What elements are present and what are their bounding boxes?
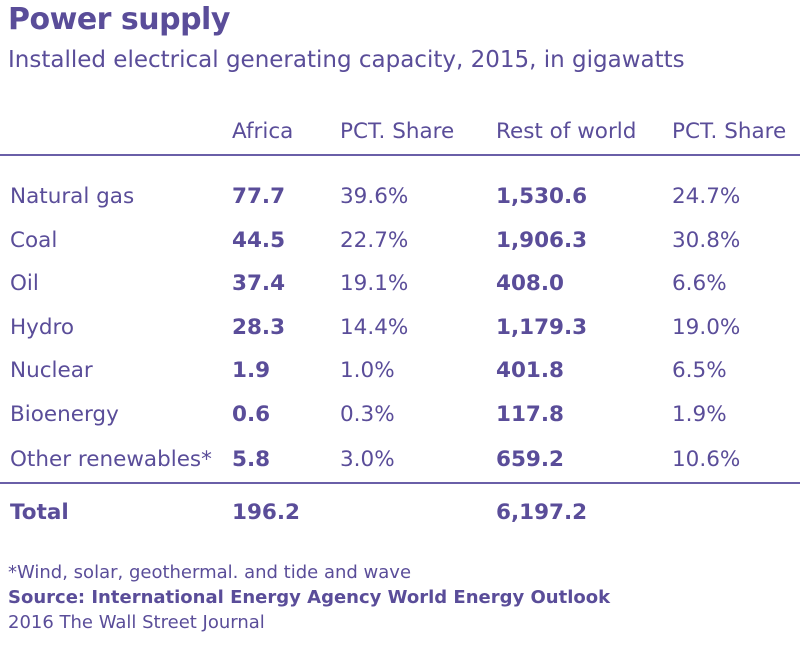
total-row: Total 196.2 6,197.2 — [0, 482, 800, 540]
cell-africa-pct: 1.0% — [340, 358, 395, 384]
cell-africa: 5.8 — [232, 446, 271, 472]
cell-rest-of-world: 408.0 — [496, 271, 565, 297]
cell-rest-pct: 1.9% — [672, 401, 727, 427]
cell-africa-pct: 14.4% — [340, 314, 409, 340]
cell-africa: 37.4 — [232, 271, 286, 297]
table-row: Natural gas 77.7 39.6% 1,530.6 24.7% — [0, 175, 800, 219]
cell-africa: 1.9 — [232, 358, 271, 384]
cell-source: Coal — [10, 227, 58, 253]
cell-rest-pct: 30.8% — [672, 227, 741, 253]
cell-rest-pct: 6.6% — [672, 271, 727, 297]
table-row: Oil 37.4 19.1% 408.0 6.6% — [0, 262, 800, 306]
total-rest-of-world: 6,197.2 — [496, 482, 672, 540]
table-row: Hydro 28.3 14.4% 1,179.3 19.0% — [0, 306, 800, 350]
total-africa: 196.2 — [232, 482, 340, 540]
cell-rest-of-world: 1,179.3 — [496, 314, 588, 340]
cell-source: Natural gas — [10, 184, 135, 210]
capacity-table: Africa PCT. Share Rest of world PCT. Sha… — [0, 108, 800, 540]
cell-source: Oil — [10, 271, 39, 297]
chart-title: Power supply — [8, 2, 230, 37]
cell-africa: 28.3 — [232, 314, 286, 340]
chart-subtitle: Installed electrical generating capacity… — [8, 47, 685, 73]
column-header-rest-of-world: Rest of world — [496, 108, 672, 156]
cell-africa: 77.7 — [232, 184, 286, 210]
cell-rest-pct: 19.0% — [672, 314, 741, 340]
cell-rest-of-world: 401.8 — [496, 358, 565, 384]
cell-africa: 0.6 — [232, 401, 271, 427]
cell-rest-pct: 10.6% — [672, 446, 741, 472]
cell-rest-of-world: 659.2 — [496, 446, 565, 472]
cell-africa-pct: 22.7% — [340, 227, 409, 253]
table-spacer — [0, 155, 800, 175]
total-label: Total — [0, 482, 232, 540]
cell-source: Bioenergy — [10, 401, 119, 427]
cell-rest-pct: 6.5% — [672, 358, 727, 384]
table-row: Nuclear 1.9 1.0% 401.8 6.5% — [0, 349, 800, 393]
cell-rest-pct: 24.7% — [672, 184, 741, 210]
column-header-source — [0, 108, 232, 156]
cell-source: Nuclear — [10, 358, 93, 384]
source-note: Source: International Energy Agency Worl… — [8, 587, 611, 608]
credit-note: 2016 The Wall Street Journal — [8, 612, 265, 633]
cell-africa-pct: 0.3% — [340, 401, 395, 427]
cell-rest-of-world: 117.8 — [496, 401, 565, 427]
table-row: Other renewables* 5.8 3.0% 659.2 10.6% — [0, 436, 800, 483]
cell-source: Other renewables* — [10, 446, 212, 472]
cell-africa-pct: 3.0% — [340, 446, 395, 472]
cell-africa-pct: 19.1% — [340, 271, 409, 297]
footnote: *Wind, solar, geothermal. and tide and w… — [8, 562, 412, 583]
column-header-africa-pct: PCT. Share — [340, 108, 496, 156]
column-header-africa: Africa — [232, 108, 340, 156]
table-row: Coal 44.5 22.7% 1,906.3 30.8% — [0, 219, 800, 263]
footer: *Wind, solar, geothermal. and tide and w… — [8, 560, 610, 635]
column-header-rest-pct: PCT. Share — [672, 108, 800, 156]
cell-source: Hydro — [10, 314, 75, 340]
cell-rest-of-world: 1,906.3 — [496, 227, 588, 253]
header-row: Africa PCT. Share Rest of world PCT. Sha… — [0, 108, 800, 156]
total-africa-pct — [340, 482, 496, 540]
cell-africa: 44.5 — [232, 227, 286, 253]
total-rest-pct — [672, 482, 800, 540]
cell-africa-pct: 39.6% — [340, 184, 409, 210]
table-body: Natural gas 77.7 39.6% 1,530.6 24.7% Coal 44.5… — [0, 155, 800, 483]
table-row: Bioenergy 0.6 0.3% 117.8 1.9% — [0, 393, 800, 437]
cell-rest-of-world: 1,530.6 — [496, 184, 588, 210]
